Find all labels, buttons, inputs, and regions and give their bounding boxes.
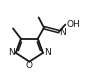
Text: N: N [44, 48, 51, 57]
Text: O: O [26, 61, 33, 70]
Text: N: N [60, 28, 66, 37]
Text: N: N [8, 48, 15, 57]
Text: OH: OH [66, 20, 80, 29]
